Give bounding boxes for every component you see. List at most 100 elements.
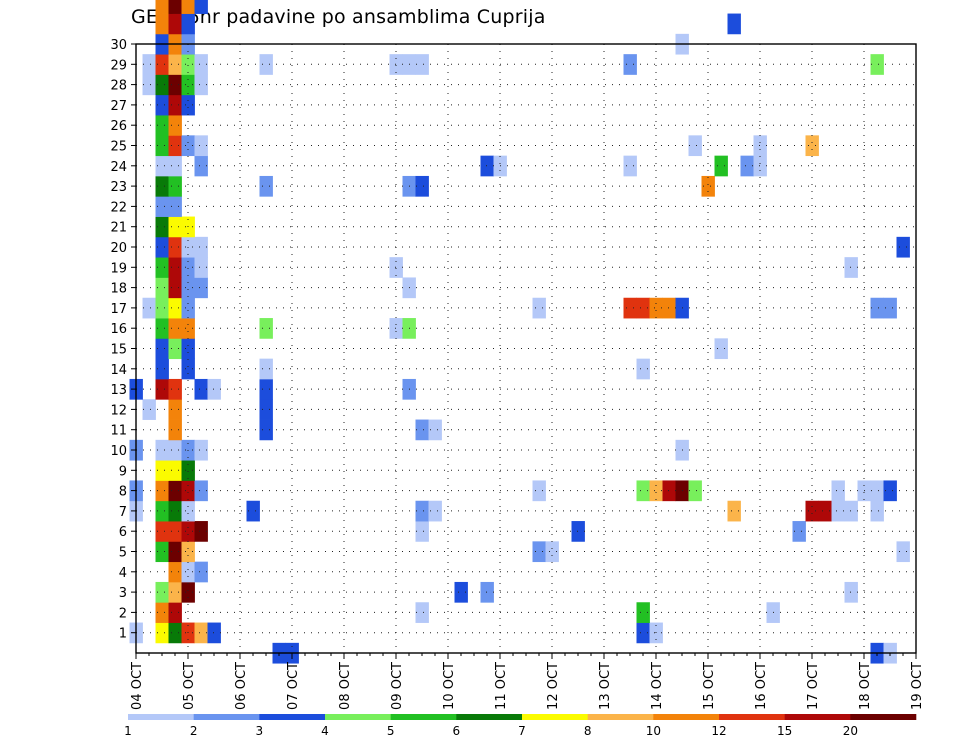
x-tick-label: 18 OCT — [858, 662, 873, 710]
colorbar-label: 8 — [584, 724, 592, 738]
x-tick-label: 09 OCT — [390, 662, 405, 710]
heatmap-cell — [181, 500, 195, 522]
y-tick-label: 13 — [110, 383, 127, 398]
colorbar-swatch — [587, 714, 654, 720]
colorbar-swatch — [784, 714, 851, 720]
heatmap-cell — [662, 480, 676, 502]
heatmap-cell — [168, 561, 182, 583]
heatmap-cell — [194, 257, 208, 278]
heatmap-cell — [194, 480, 208, 502]
heatmap-cell — [870, 297, 884, 319]
heatmap-cell — [168, 196, 182, 217]
heatmap-cell — [623, 297, 637, 319]
heatmap-cell — [155, 378, 169, 400]
y-tick-label: 29 — [110, 58, 127, 73]
heatmap-cell — [194, 439, 208, 461]
heatmap-cell — [155, 94, 169, 116]
heatmap-cell — [155, 236, 169, 258]
heatmap-cell — [181, 541, 195, 563]
heatmap-cell — [168, 419, 182, 441]
colorbar-swatch — [522, 714, 588, 720]
heatmap-cell — [168, 13, 182, 35]
heatmap-cell — [181, 581, 195, 603]
heatmap-cell — [181, 0, 195, 14]
x-tick-label: 13 OCT — [598, 662, 613, 710]
plot-frame — [135, 43, 917, 654]
colorbar-swatch — [456, 714, 523, 720]
colorbar-label: 3 — [256, 724, 264, 738]
heatmap-cell — [155, 216, 169, 238]
colorbar-swatch — [193, 714, 260, 720]
heatmap-cell — [532, 297, 546, 319]
y-tick-label: 3 — [119, 586, 127, 601]
heatmap-cell — [181, 318, 195, 339]
colorbar-swatch — [259, 714, 326, 720]
colorbar-label: 12 — [711, 724, 726, 738]
heatmap-cell — [688, 480, 702, 502]
heatmap-cell — [142, 54, 156, 75]
colorbar-swatch — [325, 714, 391, 720]
heatmap-cell — [168, 480, 182, 502]
heatmap-cell — [155, 0, 169, 14]
heatmap-cell — [194, 0, 208, 14]
x-tick-label: 10 OCT — [442, 662, 457, 710]
heatmap-cell — [181, 338, 195, 360]
y-axis-ticks: 1234567891011121314151617181920212223242… — [110, 38, 136, 642]
heatmap-cell — [168, 541, 182, 563]
heatmap-cell — [805, 500, 819, 522]
heatmap-cell — [168, 521, 182, 542]
heatmap-cell — [415, 500, 429, 522]
heatmap-cell — [623, 54, 637, 75]
y-tick-label: 28 — [110, 79, 127, 94]
colorbar-label: 6 — [453, 724, 461, 738]
heatmap-cell — [142, 297, 156, 319]
y-tick-label: 26 — [110, 119, 127, 134]
y-tick-label: 14 — [110, 363, 127, 378]
x-tick-label: 07 OCT — [286, 662, 301, 710]
y-tick-label: 20 — [110, 241, 127, 256]
heatmap-cell — [168, 399, 182, 420]
heatmap-cell — [896, 541, 910, 563]
heatmap-cell — [194, 521, 208, 542]
heatmap-cell — [168, 216, 182, 238]
y-tick-label: 11 — [110, 424, 127, 439]
heatmap-cell — [259, 358, 273, 380]
heatmap-cell — [389, 257, 403, 278]
heatmap-cell — [259, 419, 273, 441]
heatmap-cell — [181, 54, 195, 75]
heatmap-cell — [168, 94, 182, 116]
heatmap-cell — [259, 54, 273, 75]
y-tick-label: 19 — [110, 261, 127, 276]
heatmap-cell — [415, 54, 429, 75]
heatmap-cell — [883, 480, 897, 502]
heatmap-cell — [181, 521, 195, 542]
x-tick-label: 08 OCT — [338, 662, 353, 710]
heatmap-cell — [168, 581, 182, 603]
heatmap-cell — [194, 54, 208, 75]
y-tick-label: 1 — [119, 627, 127, 642]
heatmap-cell — [896, 236, 910, 258]
colorbar-label: 10 — [646, 724, 661, 738]
heatmap-cell — [155, 622, 169, 644]
heatmap-cell — [844, 257, 858, 278]
heatmap-cell — [636, 602, 650, 623]
x-tick-label: 19 OCT — [910, 662, 925, 710]
x-axis-ticks: 04 OCT 05 OCT 06 OCT 07 OCT 08 OCT 09 OCT 10 O… — [130, 653, 925, 710]
heatmap-cell — [168, 277, 182, 299]
heatmap-cell — [168, 257, 182, 278]
heatmap-cell — [155, 581, 169, 603]
y-tick-label: 21 — [110, 221, 127, 236]
heatmap-cell — [181, 480, 195, 502]
heatmap-cell — [207, 622, 221, 644]
colorbar-swatch — [390, 714, 457, 720]
heatmap-cell — [883, 297, 897, 319]
heatmap-cell — [155, 196, 169, 217]
heatmap-cell — [155, 602, 169, 623]
heatmap-cell — [415, 521, 429, 542]
colorbar-label: 4 — [321, 724, 329, 738]
y-tick-label: 17 — [110, 302, 127, 317]
heatmap-cell — [571, 521, 585, 542]
heatmap-cell — [155, 175, 169, 197]
heatmap-cell — [155, 54, 169, 75]
